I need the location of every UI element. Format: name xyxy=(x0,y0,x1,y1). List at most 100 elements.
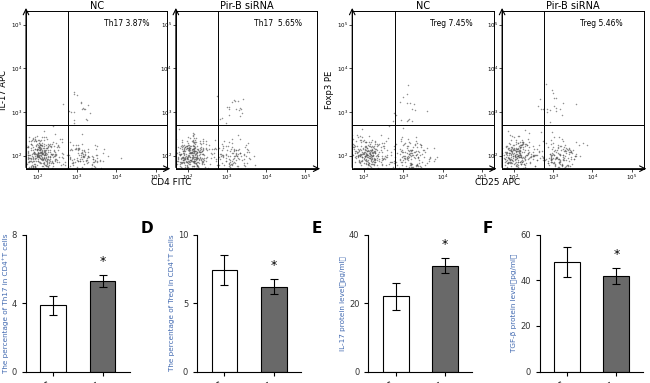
Point xyxy=(49,147,59,153)
Point xyxy=(353,152,363,159)
Point xyxy=(515,144,525,151)
Point xyxy=(356,139,367,145)
Point xyxy=(34,137,45,144)
Point xyxy=(523,136,533,142)
Point xyxy=(96,157,106,163)
Point xyxy=(76,152,86,158)
Point xyxy=(541,156,551,162)
Point xyxy=(42,159,53,165)
Point xyxy=(43,143,53,149)
Point xyxy=(549,152,559,158)
Point xyxy=(411,170,421,177)
Point xyxy=(389,154,400,160)
Point xyxy=(543,160,553,167)
Point xyxy=(185,149,196,155)
Point xyxy=(558,138,568,144)
Point xyxy=(32,137,43,143)
Point xyxy=(512,155,522,161)
Point xyxy=(555,157,566,163)
Point xyxy=(82,117,92,123)
Point xyxy=(506,157,517,163)
Point xyxy=(224,153,235,159)
Point xyxy=(37,143,47,149)
Point xyxy=(494,146,504,152)
Point xyxy=(411,162,422,168)
Point xyxy=(183,154,193,160)
Point xyxy=(363,161,373,167)
Point xyxy=(32,153,42,159)
Point xyxy=(187,155,198,161)
Point xyxy=(77,106,87,112)
Point xyxy=(518,154,528,160)
Point xyxy=(27,150,38,156)
Point xyxy=(514,152,525,158)
Point xyxy=(55,136,66,142)
Point xyxy=(571,101,581,107)
Point xyxy=(360,167,370,173)
Point xyxy=(517,159,527,165)
Point xyxy=(522,152,532,158)
Point xyxy=(36,150,46,156)
Point xyxy=(47,165,57,171)
Point xyxy=(346,146,357,152)
Point xyxy=(511,162,521,168)
Point xyxy=(515,154,526,160)
Point xyxy=(550,147,560,153)
Point xyxy=(182,162,192,169)
Point xyxy=(360,144,370,150)
Point xyxy=(226,161,236,167)
Point xyxy=(41,154,51,160)
Point xyxy=(394,165,404,171)
Point xyxy=(356,136,366,142)
Point xyxy=(429,145,439,151)
Point xyxy=(32,146,42,152)
Point xyxy=(52,159,62,165)
Point xyxy=(367,146,377,152)
Point xyxy=(521,152,532,158)
Point xyxy=(90,157,100,164)
Point xyxy=(551,155,562,161)
Point xyxy=(370,167,381,173)
Point xyxy=(34,167,45,173)
Point xyxy=(42,147,52,153)
Point xyxy=(83,159,93,165)
Point xyxy=(42,146,53,152)
Point xyxy=(528,153,538,159)
Point xyxy=(379,143,389,149)
Point xyxy=(523,147,533,153)
Point xyxy=(376,147,387,153)
Point xyxy=(77,164,88,170)
Point xyxy=(370,141,380,147)
Point xyxy=(413,160,424,166)
Point xyxy=(380,153,390,159)
Point xyxy=(185,157,195,164)
Point xyxy=(509,150,519,156)
Point xyxy=(560,148,570,154)
Point xyxy=(33,150,44,156)
Point xyxy=(231,150,241,156)
Point xyxy=(52,144,62,150)
Point xyxy=(72,157,83,163)
Point xyxy=(506,148,517,154)
Point xyxy=(511,146,521,152)
Point xyxy=(24,168,34,174)
Point xyxy=(38,160,48,167)
Point xyxy=(183,145,194,151)
Point xyxy=(209,154,219,160)
Point xyxy=(561,157,571,163)
Point xyxy=(510,136,521,142)
Point xyxy=(523,152,533,158)
Point xyxy=(508,142,519,148)
Point xyxy=(248,173,258,179)
Point xyxy=(190,139,201,145)
Title: NC: NC xyxy=(90,1,104,11)
Point xyxy=(185,154,196,160)
Bar xyxy=(432,265,458,372)
Point xyxy=(510,154,520,160)
Point xyxy=(403,117,413,123)
Point xyxy=(235,153,246,159)
Point xyxy=(193,159,203,165)
Point xyxy=(27,151,37,157)
Point xyxy=(48,154,58,160)
Point xyxy=(367,150,378,156)
